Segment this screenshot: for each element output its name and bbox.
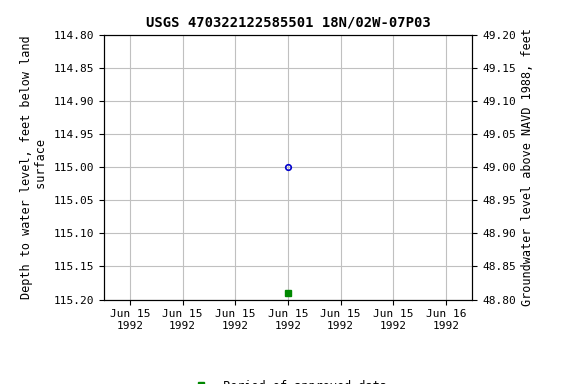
Legend: Period of approved data: Period of approved data [190,380,386,384]
Title: USGS 470322122585501 18N/02W-07P03: USGS 470322122585501 18N/02W-07P03 [146,15,430,29]
Y-axis label: Depth to water level, feet below land
 surface: Depth to water level, feet below land su… [20,35,48,299]
Y-axis label: Groundwater level above NAVD 1988, feet: Groundwater level above NAVD 1988, feet [521,28,535,306]
